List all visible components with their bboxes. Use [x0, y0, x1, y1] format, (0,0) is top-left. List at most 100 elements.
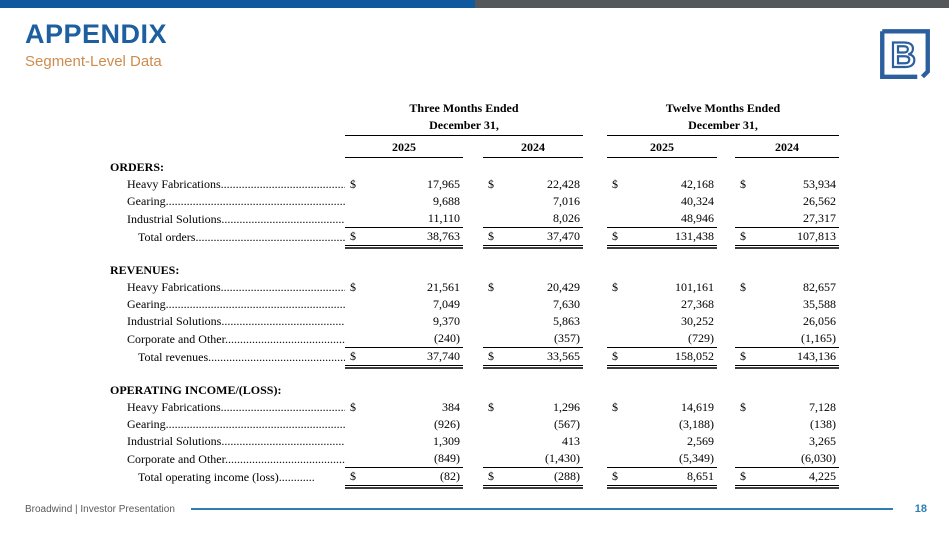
currency-symbol: $: [350, 469, 356, 483]
money-cell: 3,265: [735, 433, 839, 450]
money-cell: 30,252: [607, 313, 717, 330]
value: 40,324: [681, 194, 714, 208]
table-row: Total orders............................…: [110, 228, 839, 249]
group-date-three-months: December 31,: [345, 117, 583, 136]
value: 8,651: [687, 469, 714, 483]
value: 413: [562, 434, 580, 448]
money-cell: 8,026: [483, 210, 583, 228]
money-cell: (357): [483, 330, 583, 348]
money-cell: 2,569: [607, 433, 717, 450]
value: (357): [554, 331, 580, 345]
value: (6,030): [801, 451, 836, 465]
money-cell: (1,430): [483, 450, 583, 468]
money-cell: $17,965: [345, 176, 463, 193]
money-cell: (1,165): [735, 330, 839, 348]
value: 5,863: [553, 314, 580, 328]
value: (849): [434, 451, 460, 465]
row-label: Total revenues..........................…: [138, 350, 345, 364]
currency-symbol: $: [488, 469, 494, 483]
value: 9,370: [433, 314, 460, 328]
money-cell: 413: [483, 433, 583, 450]
money-cell: $37,470: [483, 228, 583, 249]
money-cell: $1,296: [483, 399, 583, 416]
table-row: Heavy Fabrications......................…: [110, 399, 839, 416]
value: 37,740: [427, 349, 460, 363]
year-column-header: 2025: [345, 139, 463, 158]
value: 7,128: [809, 400, 836, 414]
currency-symbol: $: [350, 177, 356, 191]
row-label: Gearing.................................…: [127, 194, 345, 208]
money-cell: (926): [345, 416, 463, 433]
money-cell: $107,813: [735, 228, 839, 249]
page-subtitle: Segment-Level Data: [25, 53, 162, 70]
currency-symbol: $: [740, 469, 746, 483]
value: 3,265: [809, 434, 836, 448]
table-row: Total operating income (loss)...........…: [110, 468, 839, 489]
money-cell: $20,429: [483, 279, 583, 296]
value: (240): [434, 331, 460, 345]
currency-symbol: $: [740, 280, 746, 294]
section-header-row: OPERATING INCOME/(LOSS):: [110, 382, 839, 399]
table-row: Gearing.................................…: [110, 296, 839, 313]
value: 22,428: [547, 177, 580, 191]
section-header: REVENUES:: [110, 263, 180, 277]
money-cell: 35,588: [735, 296, 839, 313]
money-cell: 7,049: [345, 296, 463, 313]
money-cell: 5,863: [483, 313, 583, 330]
value: 1,296: [553, 400, 580, 414]
value: 42,168: [681, 177, 714, 191]
money-cell: $38,763: [345, 228, 463, 249]
table-section: OPERATING INCOME/(LOSS): Heavy Fabricatio…: [110, 382, 839, 489]
value: 27,368: [681, 297, 714, 311]
row-label: Heavy Fabrications......................…: [127, 400, 345, 414]
value: 26,056: [803, 314, 836, 328]
currency-symbol: $: [740, 177, 746, 191]
value: 2,569: [687, 434, 714, 448]
money-cell: (567): [483, 416, 583, 433]
row-label: Heavy Fabrications......................…: [127, 280, 345, 294]
value: 7,630: [553, 297, 580, 311]
currency-symbol: $: [488, 280, 494, 294]
value: (5,349): [679, 451, 714, 465]
money-cell: $158,052: [607, 348, 717, 369]
money-cell: $143,136: [735, 348, 839, 369]
table-row: Heavy Fabrications......................…: [110, 176, 839, 193]
year-column-header: 2024: [483, 139, 583, 158]
money-cell: (6,030): [735, 450, 839, 468]
money-cell: 7,016: [483, 193, 583, 210]
currency-symbol: $: [612, 177, 618, 191]
footer-divider-line: [190, 508, 893, 510]
year-column-header: 2024: [735, 139, 839, 158]
table-row: Industrial Solutions....................…: [110, 313, 839, 330]
row-label: Industrial Solutions....................…: [127, 212, 345, 226]
broadwind-logo-icon: B: [877, 26, 933, 82]
currency-symbol: $: [350, 400, 356, 414]
value: 384: [442, 400, 460, 414]
currency-symbol: $: [612, 349, 618, 363]
money-cell: 26,562: [735, 193, 839, 210]
money-cell: (3,188): [607, 416, 717, 433]
top-bar-blue-segment: [0, 0, 475, 8]
value: 82,657: [803, 280, 836, 294]
value: (138): [810, 417, 836, 431]
money-cell: (729): [607, 330, 717, 348]
value: 37,470: [547, 229, 580, 243]
money-cell: $33,565: [483, 348, 583, 369]
money-cell: 48,946: [607, 210, 717, 228]
table-row: Gearing.................................…: [110, 193, 839, 210]
page-title: APPENDIX: [25, 19, 168, 49]
money-cell: $384: [345, 399, 463, 416]
value: (567): [554, 417, 580, 431]
table-row: Corporate and Other.....................…: [110, 330, 839, 348]
money-cell: 26,056: [735, 313, 839, 330]
value: 26,562: [803, 194, 836, 208]
money-cell: $22,428: [483, 176, 583, 193]
group-header-three-months: Three Months Ended: [409, 101, 519, 115]
value: 21,561: [427, 280, 460, 294]
money-cell: (240): [345, 330, 463, 348]
money-cell: 40,324: [607, 193, 717, 210]
value: 7,016: [553, 194, 580, 208]
row-label: Total orders............................…: [138, 230, 345, 244]
section-header: ORDERS:: [110, 160, 165, 174]
value: 27,317: [803, 211, 836, 225]
